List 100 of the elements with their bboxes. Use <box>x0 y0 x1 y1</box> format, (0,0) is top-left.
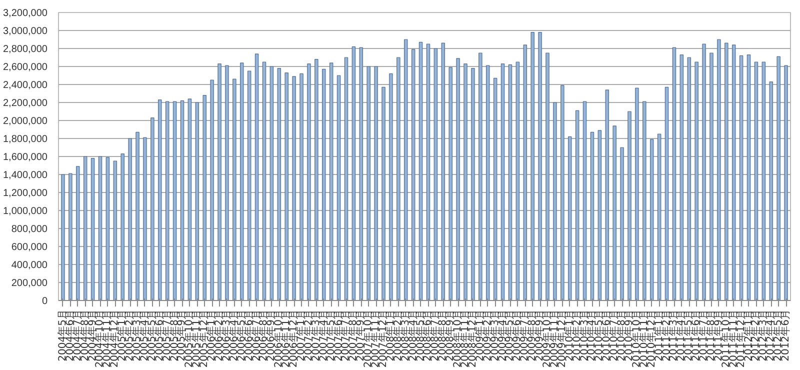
bar <box>635 88 639 300</box>
bar <box>784 65 788 300</box>
bar <box>568 136 572 300</box>
y-tick-label: 1,200,000 <box>3 188 48 199</box>
bar <box>441 42 445 300</box>
bar <box>448 67 452 300</box>
bar <box>546 52 550 300</box>
bar <box>471 68 475 300</box>
bar <box>143 137 147 300</box>
bar <box>247 70 252 300</box>
bar <box>232 78 236 300</box>
bar <box>336 75 341 300</box>
bar <box>530 32 534 300</box>
bar <box>329 62 334 300</box>
bar <box>702 44 706 300</box>
y-tick-label: 200,000 <box>11 278 48 289</box>
bar <box>165 101 170 300</box>
y-tick-label: 600,000 <box>11 242 48 253</box>
bar <box>538 32 542 300</box>
bar <box>374 66 378 300</box>
bar <box>769 82 773 300</box>
bar <box>680 54 684 300</box>
bar <box>664 86 669 300</box>
bar <box>202 95 206 300</box>
bar <box>262 62 266 300</box>
bar <box>322 68 326 300</box>
bar <box>694 62 698 300</box>
bar <box>382 86 386 300</box>
y-tick-label: 2,200,000 <box>3 98 48 109</box>
bar <box>188 98 192 300</box>
bar <box>746 54 751 300</box>
bar <box>560 85 564 300</box>
bar <box>426 44 430 300</box>
bar <box>516 62 520 300</box>
bar <box>225 65 229 300</box>
y-tick-label: 1,400,000 <box>3 170 48 181</box>
bar <box>300 73 304 300</box>
bar <box>307 64 311 300</box>
bar <box>590 132 594 300</box>
bar <box>218 64 222 300</box>
bar <box>762 62 766 300</box>
bar <box>292 76 296 300</box>
bar <box>195 102 200 300</box>
bar <box>210 80 214 300</box>
y-tick-label: 3,000,000 <box>3 26 48 37</box>
bar <box>150 118 154 300</box>
bar <box>98 156 102 300</box>
bar <box>687 57 691 300</box>
bar <box>128 138 132 300</box>
bar <box>739 55 744 300</box>
bar <box>90 158 95 300</box>
bar <box>598 130 602 300</box>
bar <box>464 64 468 300</box>
bar <box>672 47 676 300</box>
bar <box>710 52 714 300</box>
y-tick-label: 800,000 <box>11 224 48 235</box>
bar <box>500 64 505 300</box>
bar <box>284 72 288 300</box>
bar <box>605 90 609 300</box>
bar <box>136 132 140 300</box>
bar <box>314 59 318 300</box>
bar <box>754 62 758 300</box>
bar <box>508 64 512 300</box>
bar <box>523 44 527 300</box>
bar <box>254 54 259 300</box>
bar <box>240 62 244 300</box>
bar <box>352 46 356 300</box>
y-tick-label: 0 <box>42 296 48 307</box>
y-tick-label: 3,200,000 <box>3 8 48 19</box>
y-tick-label: 400,000 <box>11 260 48 271</box>
bar <box>106 157 110 300</box>
bar <box>732 44 736 300</box>
y-tick-label: 2,800,000 <box>3 44 48 55</box>
y-tick-label: 2,600,000 <box>3 62 48 73</box>
bar <box>575 110 580 300</box>
bar <box>113 160 118 300</box>
bar <box>650 139 654 300</box>
y-tick-label: 2,400,000 <box>3 80 48 91</box>
bar <box>456 58 460 300</box>
bar <box>486 65 490 300</box>
bar <box>172 101 177 300</box>
bar <box>717 39 721 300</box>
bar <box>359 47 364 300</box>
bar <box>83 156 88 300</box>
bar <box>411 49 416 300</box>
bar <box>642 101 646 300</box>
y-tick-label: 1,600,000 <box>3 152 48 163</box>
bar <box>158 100 162 300</box>
bar <box>366 66 370 300</box>
bar <box>418 42 423 300</box>
bar <box>344 57 348 300</box>
bar <box>657 134 662 300</box>
bar <box>628 111 632 300</box>
bar <box>724 42 728 300</box>
bar <box>120 154 124 300</box>
y-tick-label: 1,800,000 <box>3 134 48 145</box>
bar <box>68 173 72 300</box>
bar <box>612 126 616 300</box>
bar <box>776 56 780 300</box>
y-tick-label: 1,000,000 <box>3 206 48 217</box>
